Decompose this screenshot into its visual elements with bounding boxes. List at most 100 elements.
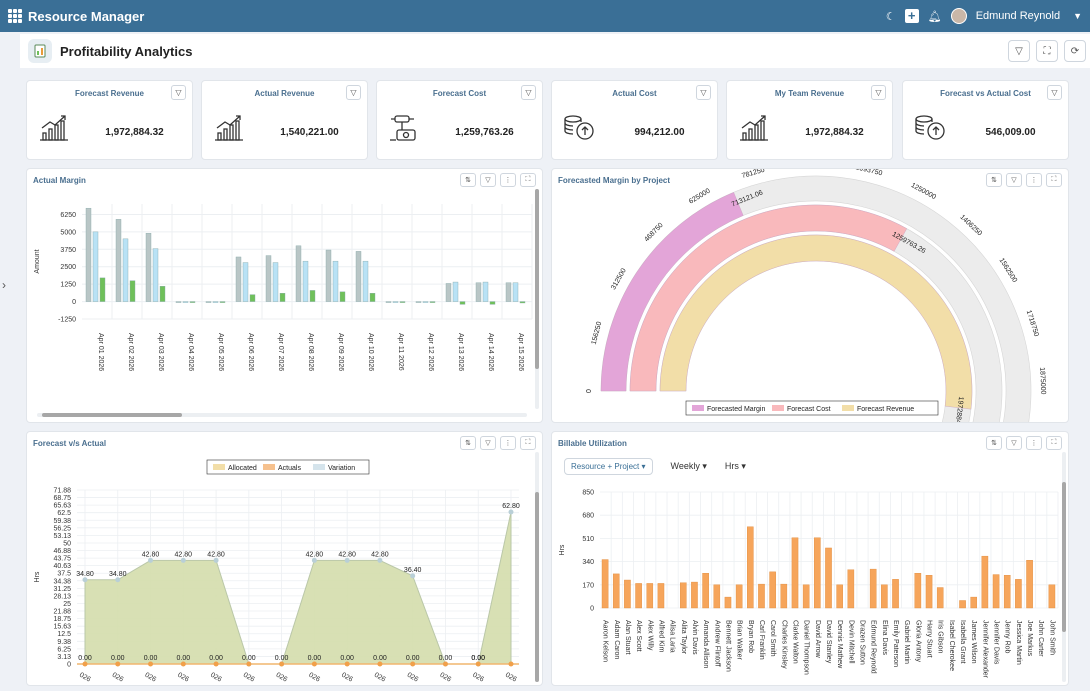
x-tick-label: 026 xyxy=(209,672,223,684)
kpi-title: Forecast Cost xyxy=(432,89,487,98)
x-tick-label: Elina Davis xyxy=(881,620,888,656)
kpi-title: Actual Revenue xyxy=(254,89,315,98)
filter-icon[interactable]: ▽ xyxy=(171,85,186,100)
radial-tick-label: 156250 xyxy=(591,321,604,345)
app-title[interactable]: Resource Manager xyxy=(28,8,145,24)
filter-icon[interactable]: ▽ xyxy=(480,173,496,187)
sort-icon[interactable]: ⇅ xyxy=(460,173,476,187)
x-tick-label: David Stanley xyxy=(825,620,832,664)
grid-icon[interactable] xyxy=(8,9,22,23)
allocated-point xyxy=(148,557,154,563)
bar xyxy=(702,572,709,609)
legend-swatch xyxy=(313,464,325,470)
refresh-button[interactable]: ⟳ xyxy=(1064,40,1086,62)
allocated-data-label: 62.80 xyxy=(502,503,520,510)
unit-select[interactable]: Hrs ▾ xyxy=(724,461,746,471)
period-select[interactable]: Weekly ▾ xyxy=(670,461,707,471)
actuals-point xyxy=(475,661,481,667)
x-tick-label: 026 xyxy=(438,672,452,684)
filter-icon[interactable]: ▽ xyxy=(871,85,886,100)
bar xyxy=(189,301,196,303)
fullscreen-button[interactable]: ⛶ xyxy=(1036,40,1058,62)
allocated-point xyxy=(115,577,121,583)
filter-icon[interactable]: ▽ xyxy=(1006,436,1022,450)
more-icon[interactable]: ⋮ xyxy=(500,173,516,187)
filter-icon[interactable]: ▽ xyxy=(696,85,711,100)
x-tick-label: 026 xyxy=(340,672,354,684)
filter-icon[interactable]: ▽ xyxy=(1006,173,1022,187)
bar xyxy=(679,582,687,609)
bar xyxy=(242,262,249,302)
filter-icon[interactable]: ▽ xyxy=(1047,85,1062,100)
expand-icon[interactable]: ⛶ xyxy=(520,436,536,450)
actuals-data-label: 0.00 xyxy=(471,655,485,662)
actuals-point xyxy=(311,661,317,667)
bar xyxy=(489,301,496,305)
moon-icon[interactable]: ☾ xyxy=(885,10,896,23)
filter-icon[interactable]: ▽ xyxy=(521,85,536,100)
filter-icon[interactable]: ▽ xyxy=(346,85,361,100)
x-tick-label: 026 xyxy=(471,672,485,684)
bar xyxy=(624,579,631,609)
actuals-point xyxy=(279,661,285,667)
filter-icon[interactable]: ▽ xyxy=(480,436,496,450)
bar xyxy=(235,256,242,302)
expand-icon: ⛶ xyxy=(1043,45,1051,57)
y-tick-label: 680 xyxy=(582,513,594,520)
bar xyxy=(646,583,654,609)
more-icon[interactable]: ⋮ xyxy=(500,436,516,450)
bar xyxy=(959,600,966,609)
legend-box xyxy=(685,400,939,416)
radial-tick-label: 468750 xyxy=(643,222,664,244)
expand-icon[interactable]: ⛶ xyxy=(1046,436,1062,450)
legend-label: Actuals xyxy=(278,465,301,472)
bar xyxy=(612,573,620,609)
panel-tools: ⇅ ▽ ⋮ ⛶ xyxy=(460,436,536,450)
x-tick-label: Apr 08 2026 xyxy=(307,333,314,371)
filter-icon: ▽ xyxy=(1015,45,1023,57)
expand-icon[interactable]: ⛶ xyxy=(520,173,536,187)
x-tick-label: Apr 05 2026 xyxy=(217,333,224,371)
actuals-point xyxy=(344,661,350,667)
bar xyxy=(145,233,152,302)
chevron-down-icon[interactable]: ▼ xyxy=(1073,11,1082,21)
x-tick-label: Apr 15 2026 xyxy=(517,333,524,371)
avatar[interactable] xyxy=(950,8,967,24)
x-tick-label: 026 xyxy=(144,672,158,684)
panel-tools: ⇅ ▽ ⋮ ⛶ xyxy=(460,173,536,187)
sort-icon[interactable]: ⇅ xyxy=(986,436,1002,450)
bar xyxy=(175,301,182,303)
sidebar-expand-icon[interactable]: › xyxy=(2,278,6,292)
legend-swatch xyxy=(213,464,225,470)
user-name[interactable]: Edmund Reynold xyxy=(975,10,1061,22)
actuals-point xyxy=(180,661,186,667)
allocated-point xyxy=(180,557,186,563)
more-icon[interactable]: ⋮ xyxy=(1026,173,1042,187)
sort-icon[interactable]: ⇅ xyxy=(986,173,1002,187)
more-icon[interactable]: ⋮ xyxy=(1026,436,1042,450)
legend-label: Forecast Cost xyxy=(787,406,831,413)
allocated-data-label: 42.80 xyxy=(175,551,193,558)
x-tick-label: Jennifer Alexander xyxy=(981,620,988,679)
billable-utilization-panel: Billable Utilization ⇅ ▽ ⋮ ⛶ Resource + Pro… xyxy=(551,431,1069,686)
x-tick-label: Andrew Flintoff xyxy=(713,620,720,667)
x-tick-label: Carl Franklin xyxy=(758,620,765,660)
actuals-point xyxy=(377,661,383,667)
bar xyxy=(332,260,339,302)
panel-title: Actual Margin xyxy=(33,176,86,185)
group-by-select[interactable]: Resource + Project ▾ xyxy=(564,458,653,475)
sort-icon[interactable]: ⇅ xyxy=(460,436,476,450)
bell-icon[interactable]: 🔔︎ xyxy=(927,10,942,23)
bar xyxy=(279,293,286,302)
bar xyxy=(780,583,788,609)
expand-icon[interactable]: ⛶ xyxy=(1046,173,1062,187)
y-tick-label: 18.75 xyxy=(53,616,71,623)
y-tick-label: 0 xyxy=(72,299,76,306)
bar xyxy=(657,583,665,609)
filter-button[interactable]: ▽ xyxy=(1008,40,1030,62)
x-tick-label: Drazen Sutton xyxy=(859,620,866,665)
y-tick-label: 9.38 xyxy=(57,639,71,646)
x-tick-label: Apr 12 2026 xyxy=(427,333,434,371)
x-tick-label: Apr 14 2026 xyxy=(487,333,494,371)
plus-icon[interactable]: + xyxy=(904,9,919,23)
